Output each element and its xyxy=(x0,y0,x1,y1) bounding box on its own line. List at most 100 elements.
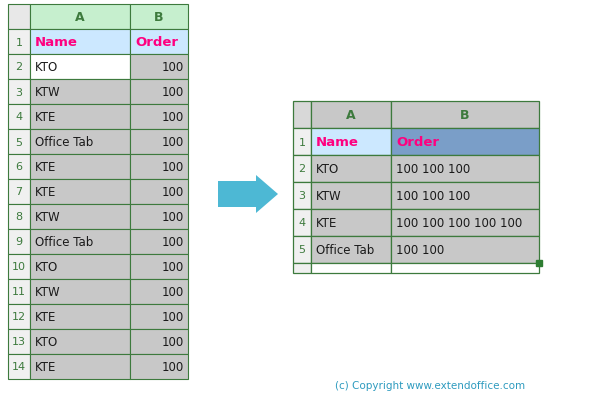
Text: Office Tab: Office Tab xyxy=(35,235,93,248)
Bar xyxy=(130,55,188,80)
Text: 100: 100 xyxy=(162,235,184,248)
Text: 2: 2 xyxy=(15,62,23,72)
Bar xyxy=(30,354,130,379)
Text: KTW: KTW xyxy=(316,190,342,203)
Text: 2: 2 xyxy=(298,164,306,174)
Bar xyxy=(8,5,30,30)
Text: KTW: KTW xyxy=(35,285,60,298)
Bar xyxy=(293,182,311,209)
Bar xyxy=(130,130,188,155)
Text: Office Tab: Office Tab xyxy=(316,243,375,256)
Bar xyxy=(30,155,130,180)
Bar xyxy=(130,279,188,304)
Text: 5: 5 xyxy=(299,245,306,255)
Text: 100: 100 xyxy=(162,186,184,198)
Bar xyxy=(8,155,30,180)
Bar xyxy=(8,130,30,155)
Bar xyxy=(130,155,188,180)
Bar xyxy=(293,156,311,182)
Text: 100: 100 xyxy=(162,61,184,74)
Bar xyxy=(391,102,539,129)
Bar xyxy=(30,304,130,329)
Text: 14: 14 xyxy=(12,362,26,372)
Text: 100 100: 100 100 xyxy=(396,243,444,256)
Text: Office Tab: Office Tab xyxy=(35,136,93,149)
Bar xyxy=(8,80,30,105)
Bar xyxy=(130,180,188,205)
Text: Name: Name xyxy=(316,136,359,149)
Text: KTE: KTE xyxy=(35,160,57,174)
Bar xyxy=(311,237,391,263)
Text: 3: 3 xyxy=(15,87,23,97)
Bar xyxy=(30,254,130,279)
Text: A: A xyxy=(346,109,356,122)
Bar xyxy=(391,129,539,156)
Text: 11: 11 xyxy=(12,287,26,297)
Bar xyxy=(293,129,311,156)
Bar xyxy=(30,105,130,130)
Bar xyxy=(30,205,130,229)
Text: 100 100 100: 100 100 100 xyxy=(396,162,470,176)
Bar xyxy=(8,329,30,354)
Text: 1: 1 xyxy=(15,37,23,47)
Text: B: B xyxy=(460,109,470,122)
Text: 100: 100 xyxy=(162,86,184,99)
FancyArrow shape xyxy=(218,176,278,213)
Bar xyxy=(293,102,311,129)
Text: 10: 10 xyxy=(12,262,26,272)
Text: 100 100 100: 100 100 100 xyxy=(396,190,470,203)
Bar xyxy=(391,182,539,209)
Bar xyxy=(311,156,391,182)
Bar xyxy=(8,30,30,55)
Text: 4: 4 xyxy=(15,112,23,122)
Text: 100 100 100 100 100: 100 100 100 100 100 xyxy=(396,217,522,229)
Text: KTO: KTO xyxy=(35,260,59,273)
Bar xyxy=(8,180,30,205)
Text: B: B xyxy=(154,11,164,24)
Bar xyxy=(8,229,30,254)
Text: 1: 1 xyxy=(299,137,306,147)
Text: 6: 6 xyxy=(15,162,23,172)
Bar xyxy=(293,237,311,263)
Bar xyxy=(311,209,391,237)
Text: Name: Name xyxy=(35,36,78,49)
Bar xyxy=(8,304,30,329)
Text: 12: 12 xyxy=(12,312,26,322)
Text: KTE: KTE xyxy=(316,217,338,229)
Bar xyxy=(311,182,391,209)
Bar xyxy=(391,156,539,182)
Text: 100: 100 xyxy=(162,260,184,273)
Bar xyxy=(30,30,130,55)
Text: KTE: KTE xyxy=(35,310,57,323)
Bar xyxy=(30,55,130,80)
Bar xyxy=(30,130,130,155)
Text: 13: 13 xyxy=(12,337,26,346)
Text: 100: 100 xyxy=(162,360,184,373)
Text: KTO: KTO xyxy=(35,61,59,74)
Bar xyxy=(130,80,188,105)
Bar xyxy=(130,5,188,30)
Text: KTW: KTW xyxy=(35,211,60,223)
Bar xyxy=(391,209,539,237)
Bar xyxy=(8,105,30,130)
Text: KTO: KTO xyxy=(316,162,339,176)
Text: Order: Order xyxy=(396,136,439,149)
Bar xyxy=(30,329,130,354)
Text: 100: 100 xyxy=(162,111,184,124)
Text: 100: 100 xyxy=(162,310,184,323)
Text: KTW: KTW xyxy=(35,86,60,99)
Bar xyxy=(30,229,130,254)
Bar xyxy=(8,205,30,229)
Text: 100: 100 xyxy=(162,136,184,149)
Text: A: A xyxy=(75,11,85,24)
Text: 100: 100 xyxy=(162,335,184,348)
Bar xyxy=(130,304,188,329)
Bar xyxy=(311,129,391,156)
Bar xyxy=(130,354,188,379)
Bar xyxy=(30,279,130,304)
Bar xyxy=(130,105,188,130)
Bar xyxy=(130,205,188,229)
Bar xyxy=(293,209,311,237)
Text: 9: 9 xyxy=(15,237,23,247)
Text: KTE: KTE xyxy=(35,111,57,124)
